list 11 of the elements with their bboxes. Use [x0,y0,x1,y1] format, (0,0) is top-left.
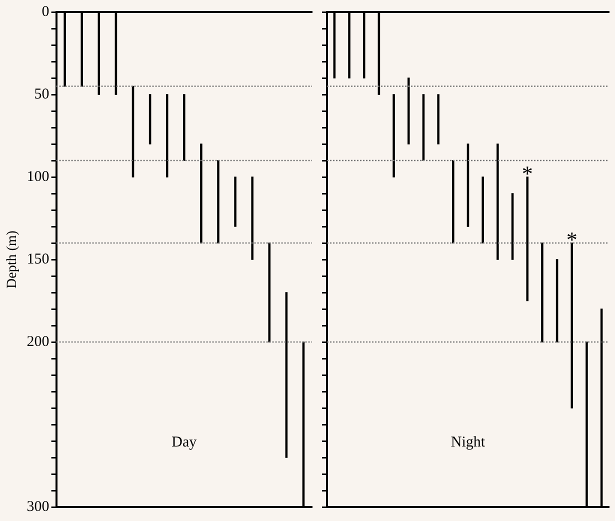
y-axis-title: Depth (m) [5,230,20,288]
text: Day [172,434,198,451]
y-tick-label: 300 [26,498,50,515]
y-tick-label: 150 [26,251,50,268]
y-tick-label: 100 [26,168,50,185]
y-tick-label: 0 [42,4,50,20]
text: Night [450,434,486,451]
y-tick-label: 50 [34,86,50,102]
data-label: * [522,161,533,186]
y-tick-label: 200 [26,334,50,350]
data-label: * [566,227,578,252]
